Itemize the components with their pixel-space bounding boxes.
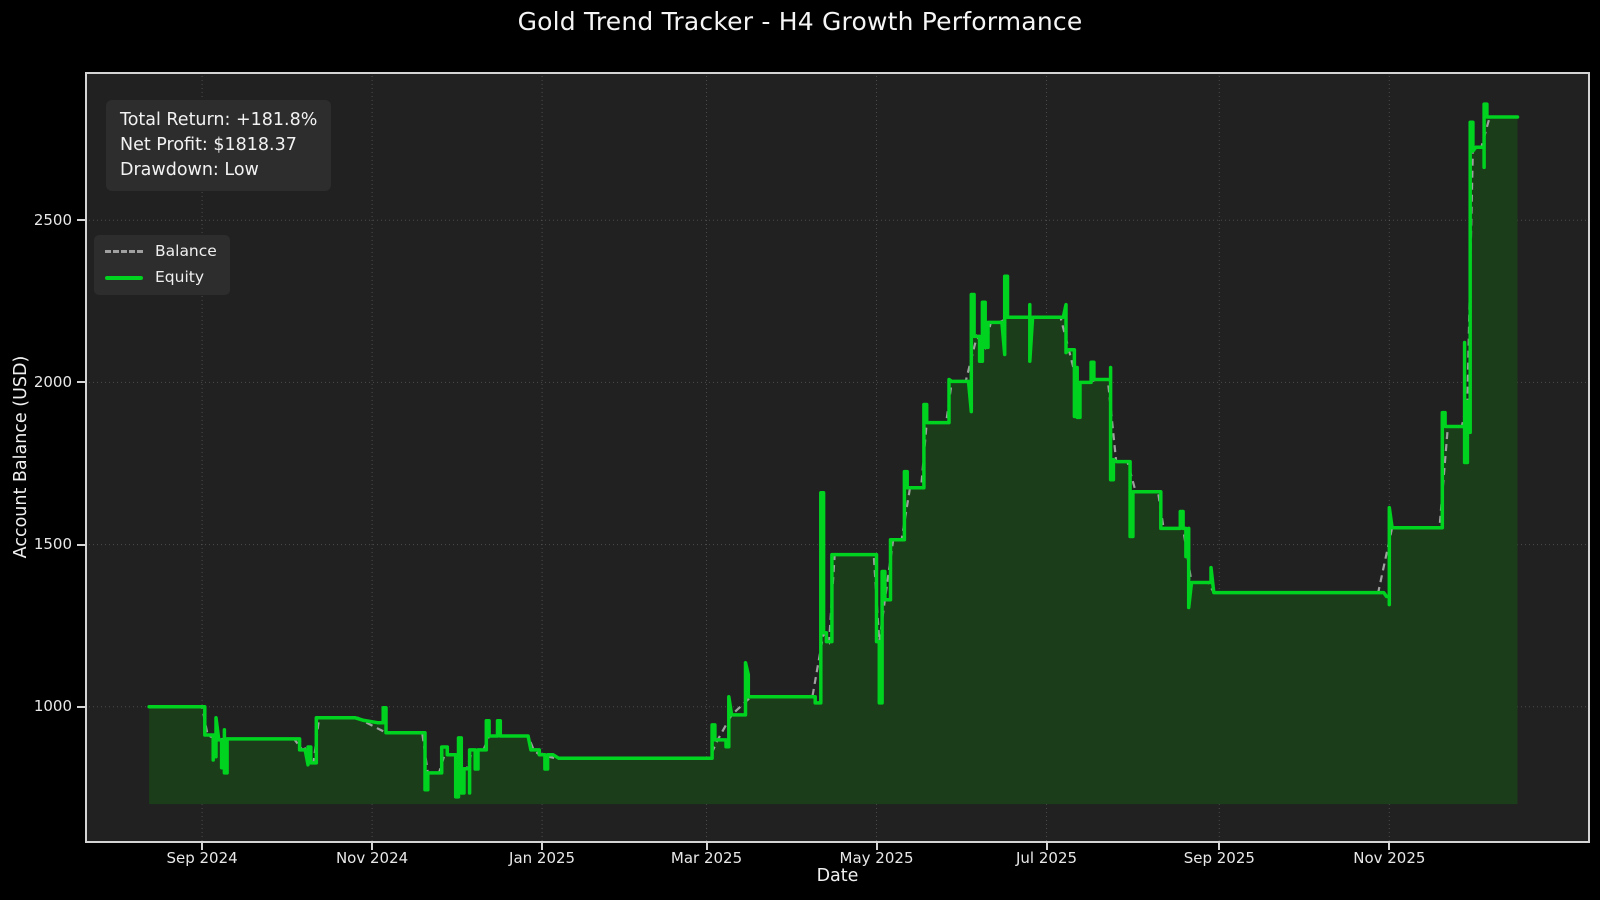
y-tick-mark	[77, 219, 85, 222]
plot-area: Total Return: +181.8% Net Profit: $1818.…	[85, 72, 1590, 843]
y-tick-label: 1000	[33, 697, 72, 716]
equity-line	[147, 102, 1520, 799]
y-tick-label: 1500	[33, 535, 72, 554]
x-tick-label: Sep 2025	[1183, 849, 1255, 867]
plot-border	[85, 72, 1590, 843]
x-tick-mark	[875, 843, 878, 850]
y-tick-label: 2000	[33, 372, 72, 391]
legend-label-balance: Balance	[155, 242, 217, 260]
x-tick-label: May 2025	[839, 849, 914, 867]
x-tick-label: Sep 2024	[166, 849, 238, 867]
x-tick-label: Nov 2024	[335, 849, 409, 867]
x-tick-mark	[705, 843, 708, 850]
equity-fill-area	[149, 104, 1518, 805]
x-tick-mark	[201, 843, 204, 850]
x-tick-label: Jul 2025	[1015, 849, 1078, 867]
x-tick-mark	[1218, 843, 1221, 850]
legend-label-equity: Equity	[155, 268, 205, 286]
x-axis-title: Date	[816, 866, 859, 886]
y-tick-mark	[77, 543, 85, 546]
legend-item-balance: Balance	[105, 243, 217, 260]
legend-item-equity: Equity	[105, 269, 217, 286]
stat-total-return: Total Return: +181.8%	[120, 110, 318, 130]
x-tick-mark	[371, 843, 374, 850]
x-tick-mark	[541, 843, 544, 850]
stats-box: Total Return: +181.8% Net Profit: $1818.…	[106, 100, 332, 191]
x-tick-mark	[1388, 843, 1391, 850]
legend: Balance Equity	[94, 235, 230, 295]
x-tick-mark	[1045, 843, 1048, 850]
stat-drawdown: Drawdown: Low	[120, 160, 259, 180]
plot-svg	[85, 72, 1590, 843]
y-tick-mark	[77, 381, 85, 384]
y-tick-mark	[77, 705, 85, 708]
chart-title: Gold Trend Tracker - H4 Growth Performan…	[517, 7, 1083, 36]
x-tick-label: Jan 2025	[509, 849, 576, 867]
stat-net-profit: Net Profit: $1818.37	[120, 135, 297, 155]
x-tick-label: Nov 2025	[1353, 849, 1426, 867]
equity-line-swatch-icon	[105, 275, 143, 280]
balance-line-swatch-icon	[105, 250, 143, 253]
x-tick-label: Mar 2025	[670, 849, 743, 867]
y-tick-label: 2500	[33, 210, 72, 229]
